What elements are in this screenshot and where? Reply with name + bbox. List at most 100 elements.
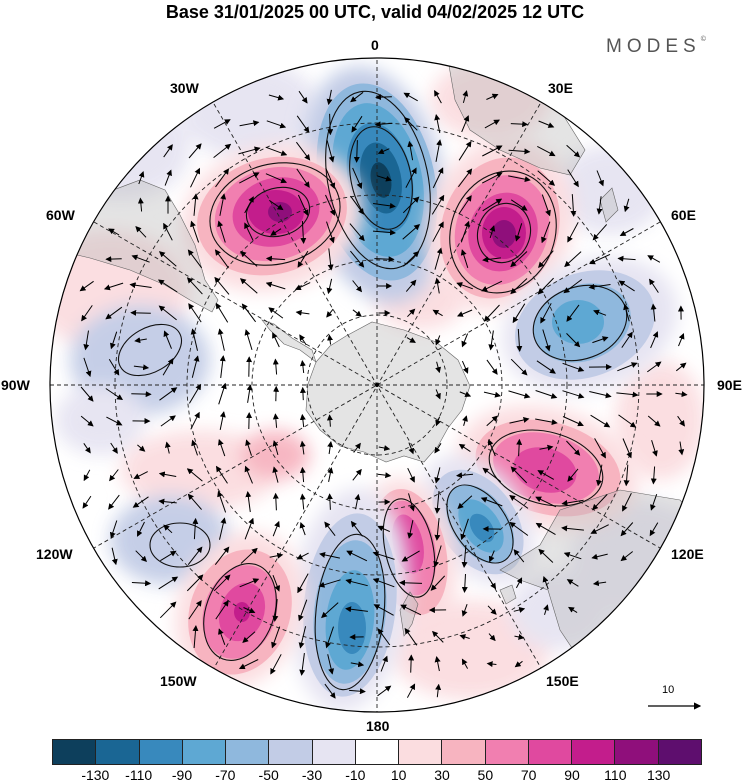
wind-vector-arrow (79, 280, 94, 292)
wind-vector-arrow (616, 391, 639, 398)
wind-vector-arrow (135, 225, 147, 238)
wind-vector-arrow (299, 334, 307, 346)
wind-vector-arrow (272, 440, 279, 456)
wind-vector-arrow (647, 361, 662, 373)
logo-text: MODES (606, 36, 701, 57)
wind-vector-arrow (461, 115, 470, 133)
wind-vector-arrow (408, 493, 415, 512)
wind-vector-arrow (297, 573, 309, 594)
wind-vector-arrow (535, 390, 558, 399)
wind-vector-arrow (541, 221, 551, 244)
wind-vector-arrow (537, 170, 556, 186)
wind-vector-arrow (431, 194, 445, 215)
wind-vector-arrow (159, 601, 177, 619)
wind-vector-arrow (372, 229, 396, 236)
lon-label-90e: 90E (717, 377, 742, 393)
wind-vector-arrow (217, 438, 226, 457)
wind-vector-arrow (514, 660, 523, 668)
wind-vector-arrow (650, 494, 658, 511)
wind-vector-arrow (372, 578, 395, 588)
wind-vector-arrow (481, 172, 503, 184)
wind-vector-arrow (354, 493, 361, 510)
south-pole-marker (375, 383, 379, 387)
wind-vector-arrow (297, 250, 309, 268)
wind-vector-arrow (543, 604, 549, 615)
wind-vector-arrow (480, 497, 503, 507)
map-title: Base 31/01/2025 00 UTC, valid 04/02/2025… (165, 2, 585, 22)
wind-vector-arrow (377, 628, 391, 646)
wind-vector-arrow (245, 439, 252, 456)
wind-vector-arrow (402, 196, 420, 214)
wind-vector-arrow (482, 256, 501, 263)
wind-vector-arrow (563, 278, 583, 294)
colorbar-tick-label: 50 (477, 767, 494, 783)
wind-vector-arrow (158, 305, 177, 321)
wind-vector-arrow (241, 303, 257, 323)
lon-label-120e: 120E (671, 546, 704, 562)
wind-vector-arrow (299, 360, 306, 374)
wind-vector-arrow (462, 415, 468, 426)
wind-vector-arrow (326, 221, 335, 244)
colorbar-tick-label: 30 (434, 767, 450, 783)
wind-vector-arrow (540, 303, 552, 324)
colorbar-tick-label: 10 (390, 767, 407, 783)
wind-vector-arrow (567, 468, 579, 482)
colorbar-tick-label: 130 (646, 767, 671, 783)
wind-vector-arrow (352, 468, 362, 481)
wind-vector-arrow (589, 391, 612, 399)
colorbar-tick-label: -30 (301, 767, 323, 783)
colorbar-tick-label: -90 (171, 767, 193, 783)
wind-vector-arrow (80, 386, 94, 402)
wind-vector-arrow (240, 250, 258, 267)
wind-vector-arrow (131, 391, 152, 398)
wind-vector-arrow (649, 278, 659, 293)
wind-vector-arrow (376, 175, 392, 182)
wind-vector-arrow (516, 438, 523, 457)
colorbar-tick-label: -50 (258, 767, 279, 783)
wind-vector-arrow (318, 579, 341, 588)
wind-vector-arrow (239, 578, 260, 588)
wind-vector-arrow (295, 309, 310, 316)
wind-vector-arrow (620, 522, 634, 537)
wind-vector-arrow (461, 544, 468, 568)
lon-label-60w: 60W (46, 207, 75, 223)
wind-vector-arrow (215, 600, 229, 620)
reference-vector-label: 10 (662, 684, 675, 696)
wind-vector-arrow (217, 328, 225, 351)
wind-vector-arrow (432, 221, 444, 242)
wind-vector-arrow (435, 335, 441, 346)
wind-vector-arrow (561, 525, 584, 532)
wind-vector-arrow (327, 654, 335, 675)
wind-vector-arrow (326, 493, 333, 510)
wind-vector-arrow (562, 362, 585, 372)
wind-vector-arrow (272, 358, 279, 375)
wind-vector-arrow (380, 655, 388, 672)
wind-vector-arrow (188, 383, 202, 404)
wind-vector-arrow (130, 309, 151, 316)
colorbar-segment (355, 739, 400, 765)
wind-vector-arrow (138, 171, 145, 185)
wind-vector-arrow (408, 442, 415, 455)
lon-label-150e: 150E (546, 673, 579, 689)
wind-vector-arrow (566, 333, 581, 348)
wind-vector-arrow (535, 418, 558, 426)
wind-vector-arrow (651, 440, 658, 457)
wind-vector-arrow (349, 223, 365, 242)
wind-vector-arrow (350, 250, 365, 268)
wind-vector-arrow (566, 144, 581, 158)
wind-vector-arrow (135, 550, 148, 563)
wind-vector-arrow (186, 574, 204, 592)
colorbar-tick-label: -110 (125, 767, 153, 783)
wind-vector-arrow (326, 414, 333, 427)
wind-vector-arrow (134, 337, 147, 344)
wind-vector-arrow (299, 653, 306, 676)
wind-vector-arrow (461, 360, 469, 374)
wind-vector-arrow (541, 194, 551, 217)
map-boundary (49, 57, 705, 713)
wind-vector-arrow (131, 580, 152, 587)
wind-vector-arrow (108, 228, 120, 236)
wind-vector-arrow (483, 391, 501, 398)
wind-vector-arrow (352, 309, 362, 317)
lon-label-30w: 30W (170, 80, 199, 96)
colorbar-segment (615, 739, 659, 765)
